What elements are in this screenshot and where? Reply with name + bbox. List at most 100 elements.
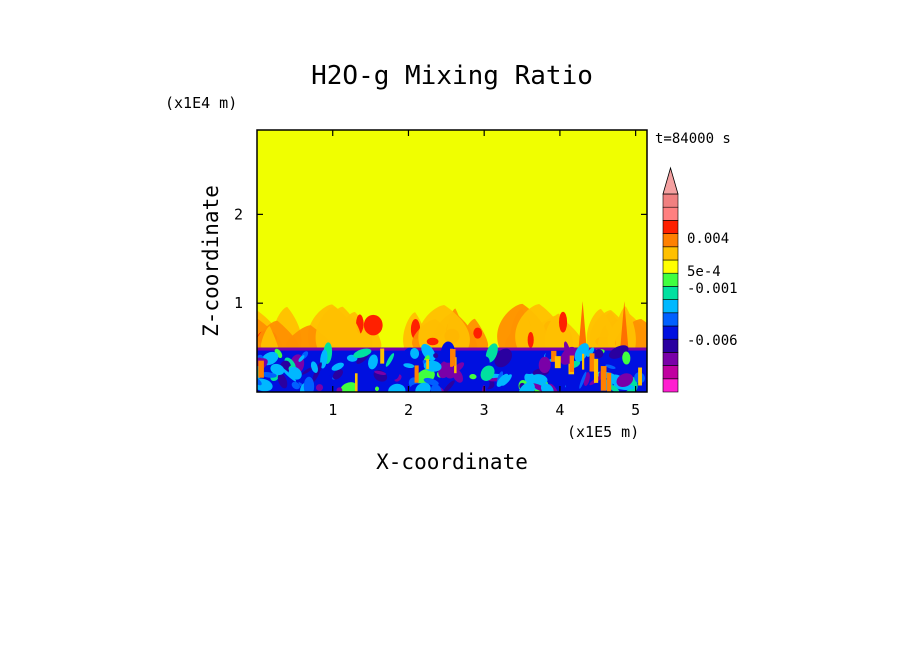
y-axis-label: Z-coordinate: [199, 185, 223, 337]
bl-updraft: [569, 355, 574, 372]
bl-updraft: [426, 359, 430, 370]
bl-eddy: [260, 372, 277, 378]
bl-updraft: [600, 366, 607, 391]
bl-eddy: [331, 362, 344, 371]
bl-eddy: [277, 373, 288, 389]
bl-updraft: [451, 349, 456, 366]
bl-eddy: [608, 384, 620, 392]
bl-eddy: [518, 382, 535, 392]
colorbar-swatch: [662, 338, 679, 353]
plume: [586, 309, 616, 348]
bl-eddy: [496, 373, 509, 387]
bl-eddy: [270, 363, 285, 376]
colorbar-swatch: [662, 246, 679, 261]
bl-eddy: [339, 382, 357, 392]
bl-eddy: [310, 361, 318, 373]
bl-eddy: [540, 383, 554, 392]
colorbar-swatch: [662, 233, 679, 248]
colorbar-swatch: [662, 286, 679, 300]
bl-eddy: [538, 356, 551, 374]
bl-eddy: [385, 353, 395, 367]
bl-eddy: [479, 355, 490, 367]
colorbar-tick-label: 0.004: [687, 231, 729, 247]
colorbar-swatch: [662, 378, 679, 393]
bl-eddy: [480, 365, 495, 381]
bl-eddy: [415, 382, 431, 392]
colorbar-swatch: [662, 312, 679, 327]
bl-eddy: [517, 362, 536, 374]
colorbar-swatch: [662, 299, 679, 314]
plume-column: [578, 301, 587, 348]
bl-updraft: [354, 373, 358, 392]
bl-updraft: [380, 348, 385, 364]
bl-eddy: [298, 355, 305, 362]
y-unit-label: (x1E4 m): [165, 94, 237, 112]
plot-frame: [256, 129, 648, 393]
plume-core: [473, 327, 483, 339]
bl-updraft: [582, 353, 585, 370]
bl-eddy: [421, 343, 436, 362]
plume-column: [620, 301, 629, 348]
plume-core: [426, 337, 439, 346]
plume: [544, 313, 573, 348]
bl-eddy: [374, 370, 387, 375]
plume: [261, 326, 279, 349]
colorbar-swatch: [662, 325, 679, 340]
x-unit-label: (x1E5 m): [567, 423, 639, 441]
bl-eddy: [485, 343, 498, 363]
y-axis-ticks: 12: [234, 205, 647, 312]
bl-eddy: [510, 380, 517, 391]
bl-updraft: [593, 358, 599, 383]
bl-eddy: [622, 351, 631, 365]
colorbar-swatch: [662, 206, 679, 221]
x-tick-label: 2: [404, 401, 413, 419]
bl-eddy: [433, 353, 439, 359]
bl-updraft: [258, 360, 264, 378]
bl-updraft: [450, 348, 453, 367]
colorbar-swatch: [662, 193, 679, 208]
colorbar-swatch: [662, 352, 679, 366]
bl-eddy: [586, 347, 595, 357]
bl-eddy: [403, 363, 415, 369]
bl-eddy: [274, 348, 283, 359]
colorbar-extend-arrow: [662, 166, 679, 195]
plume-core: [363, 314, 383, 336]
bl-eddy: [574, 343, 589, 362]
colorbar-swatch: [662, 272, 679, 287]
colorbar-swatch: [662, 259, 679, 274]
bl-eddy: [410, 347, 420, 359]
bl-eddy: [579, 371, 587, 389]
bl-eddy: [494, 348, 512, 368]
bl-eddy: [320, 349, 328, 369]
bl-eddy: [301, 367, 313, 375]
bl-updraft: [551, 350, 557, 362]
bl-eddy: [594, 349, 604, 359]
bl-eddy: [388, 383, 406, 392]
bl-eddy: [368, 354, 378, 370]
chart-title: H2O-g Mixing Ratio: [311, 61, 593, 91]
x-tick-label: 3: [480, 401, 489, 419]
bl-updraft: [589, 353, 595, 372]
y-tick-label: 2: [234, 205, 243, 223]
plume-core: [558, 311, 568, 333]
bl-eddy: [315, 384, 324, 391]
x-tick-label: 1: [328, 401, 337, 419]
bl-eddy: [605, 364, 616, 369]
y-tick-label: 1: [234, 294, 243, 312]
moisture-plumes: [257, 301, 647, 349]
plume: [418, 305, 470, 348]
plume: [336, 328, 368, 349]
bl-eddy: [565, 378, 579, 392]
bl-eddy: [327, 370, 331, 376]
colorbar-tick-label: -0.001: [687, 281, 738, 297]
bl-eddy: [291, 381, 300, 390]
bl-eddy: [303, 376, 315, 392]
bl-updraft: [607, 372, 612, 392]
bl-eddy: [332, 369, 344, 380]
bl-eddy: [387, 365, 400, 380]
colorbar-swatch: [662, 220, 679, 234]
colorbar-tick-label: -0.006: [687, 333, 738, 349]
bl-eddy: [345, 365, 356, 381]
x-axis-label: X-coordinate: [376, 450, 528, 474]
